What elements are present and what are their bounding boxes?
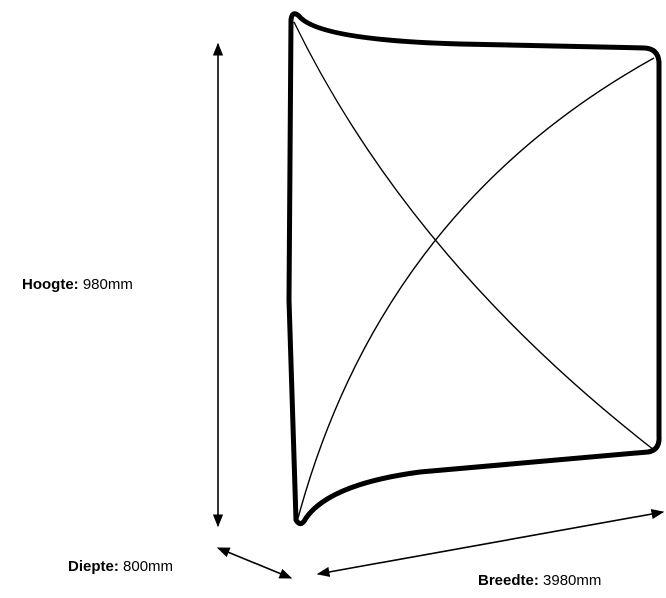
depth-arrow	[216, 547, 293, 579]
depth-label: Diepte: 800mm	[68, 559, 173, 574]
cross-cord-1	[293, 21, 655, 451]
height-label: Hoogte: 980mm	[22, 277, 133, 292]
width-arrow	[316, 508, 665, 578]
height-name: Hoogte:	[22, 276, 79, 293]
width-label: Breedte: 3980mm	[478, 573, 601, 588]
height-value: 980mm	[82, 276, 133, 293]
depth-value: 800mm	[123, 558, 174, 575]
cross-cord-2	[296, 57, 655, 523]
depth-name: Diepte:	[68, 558, 119, 575]
width-name: Breedte:	[478, 572, 539, 589]
panel-frame	[286, 11, 662, 526]
width-value: 3980mm	[543, 572, 602, 589]
